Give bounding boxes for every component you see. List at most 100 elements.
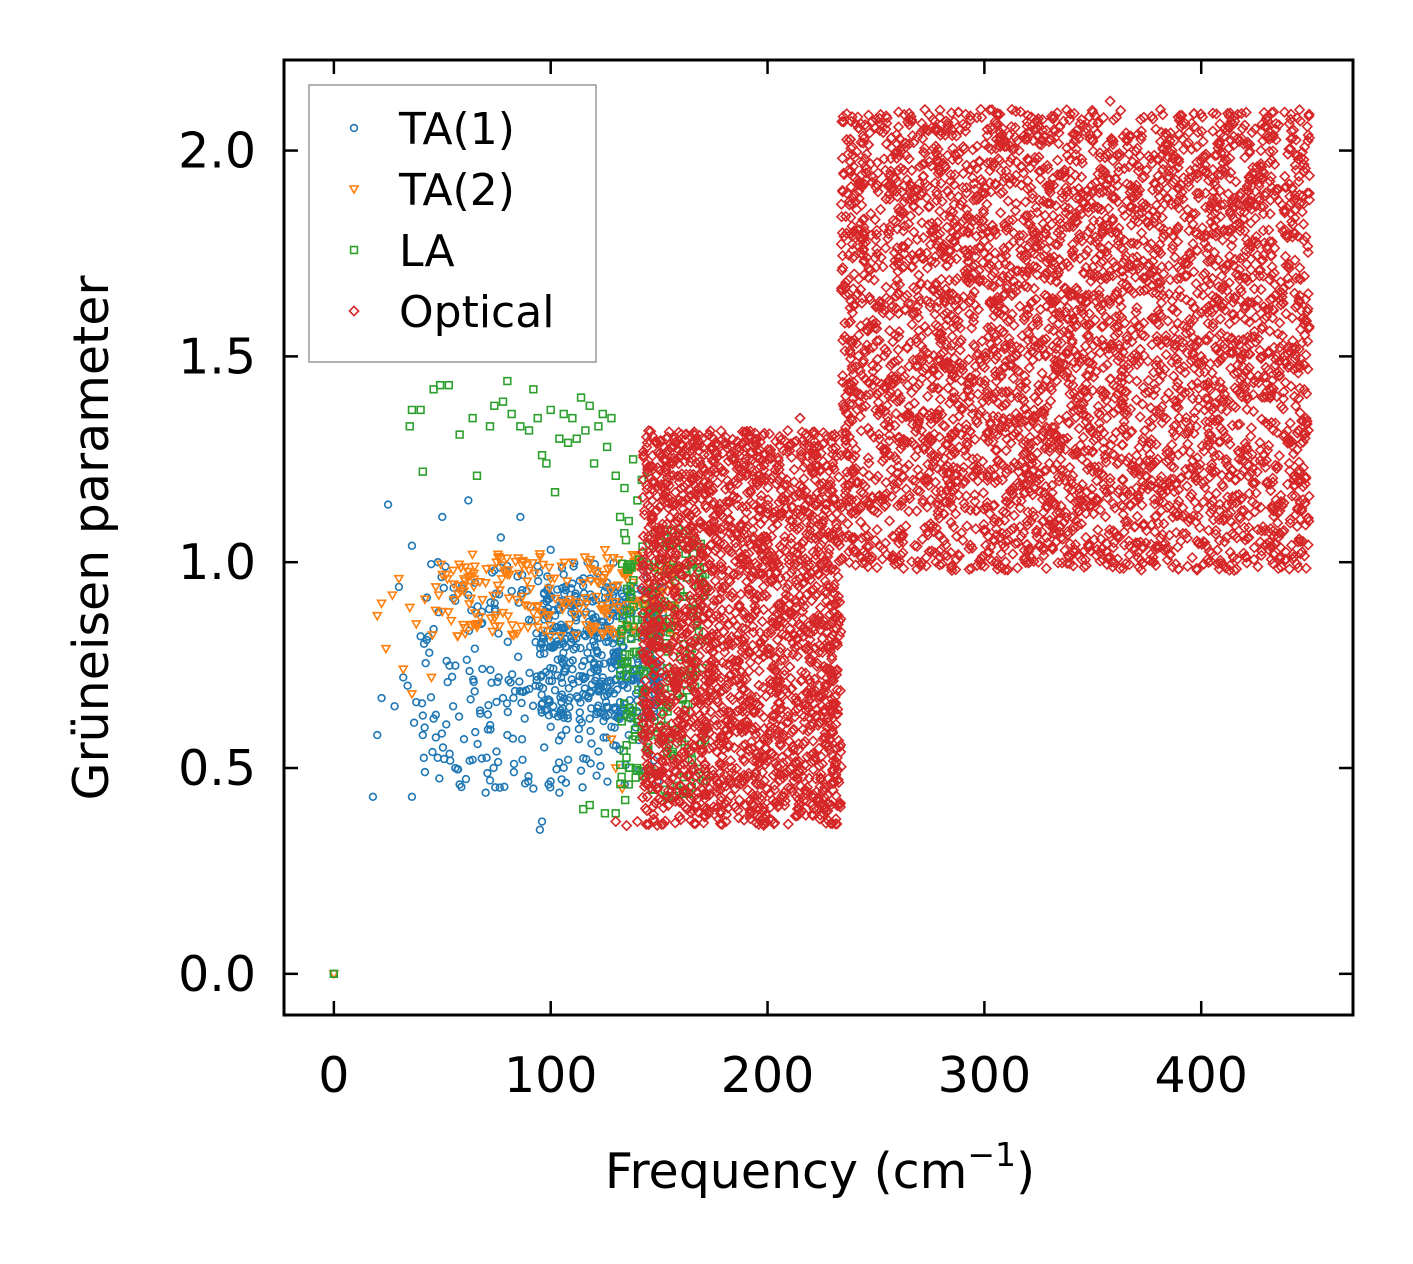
data-point xyxy=(724,669,736,682)
data-point xyxy=(606,686,615,696)
data-point xyxy=(791,790,803,803)
data-point xyxy=(418,711,427,720)
data-point xyxy=(990,523,1002,535)
data-point xyxy=(782,746,794,759)
data-point xyxy=(503,566,514,576)
data-point xyxy=(561,585,570,595)
data-point xyxy=(1044,395,1057,407)
data-point xyxy=(407,792,417,802)
data-point xyxy=(511,595,523,606)
data-point xyxy=(708,594,720,607)
data-point xyxy=(694,589,706,601)
data-point xyxy=(733,598,745,611)
data-point xyxy=(647,477,659,489)
data-point xyxy=(603,604,615,614)
data-point xyxy=(702,694,714,707)
data-point xyxy=(724,448,737,461)
data-point xyxy=(683,509,696,522)
data-point xyxy=(416,632,425,641)
data-point xyxy=(513,652,523,662)
data-point xyxy=(756,766,769,779)
data-point xyxy=(578,783,587,792)
data-point xyxy=(604,637,613,646)
data-point xyxy=(567,675,577,684)
data-point xyxy=(579,689,588,699)
data-point xyxy=(546,545,555,555)
data-point xyxy=(802,450,814,462)
data-point xyxy=(773,459,786,471)
data-point xyxy=(451,632,463,642)
data-point xyxy=(419,753,429,763)
data-point xyxy=(846,238,859,250)
data-point xyxy=(1157,163,1169,176)
data-point xyxy=(818,437,830,449)
data-point xyxy=(701,721,713,733)
data-point xyxy=(978,518,990,531)
data-point xyxy=(563,714,573,723)
data-point xyxy=(694,522,706,534)
data-point xyxy=(412,697,421,707)
data-point xyxy=(592,771,601,780)
data-point xyxy=(787,724,800,736)
data-point xyxy=(1263,145,1276,158)
data-point xyxy=(604,710,613,720)
data-point xyxy=(624,780,633,789)
data-point xyxy=(685,675,697,687)
data-point xyxy=(667,496,680,509)
data-point xyxy=(736,501,749,513)
data-point xyxy=(1207,125,1219,137)
data-point xyxy=(693,720,705,733)
data-point xyxy=(640,818,653,831)
data-point xyxy=(815,539,827,551)
data-point xyxy=(801,686,813,699)
data-point xyxy=(437,729,447,738)
data-point xyxy=(832,764,844,777)
data-point xyxy=(831,595,843,607)
data-point xyxy=(732,812,745,824)
data-point xyxy=(643,533,656,545)
data-point xyxy=(503,637,512,647)
data-point xyxy=(651,819,663,832)
data-point xyxy=(716,581,728,594)
data-point xyxy=(743,582,755,595)
data-point xyxy=(826,764,839,776)
data-point xyxy=(676,627,688,640)
data-point xyxy=(383,500,393,509)
data-point xyxy=(431,733,441,742)
data-point xyxy=(684,556,697,568)
data-point xyxy=(483,768,492,778)
data-point xyxy=(1167,370,1180,382)
data-point xyxy=(810,449,823,461)
data-point xyxy=(571,589,580,598)
data-point xyxy=(615,512,625,522)
data-point xyxy=(1157,268,1170,280)
data-point xyxy=(1181,560,1194,573)
data-point xyxy=(602,594,614,604)
data-point xyxy=(1208,374,1221,387)
data-point xyxy=(779,603,792,616)
data-point xyxy=(549,664,558,673)
data-point xyxy=(843,556,856,569)
data-point xyxy=(824,608,836,621)
data-point xyxy=(670,547,682,559)
data-point xyxy=(721,474,734,487)
data-point xyxy=(561,577,573,587)
data-point xyxy=(643,818,655,830)
data-point xyxy=(1220,259,1233,271)
data-point xyxy=(898,220,911,232)
data-point xyxy=(792,744,805,756)
data-point xyxy=(594,747,603,756)
data-point xyxy=(733,547,746,559)
data-point xyxy=(1266,293,1279,305)
data-point xyxy=(717,705,730,718)
data-point xyxy=(986,219,999,232)
data-point xyxy=(650,437,663,449)
data-point xyxy=(702,618,714,630)
data-point xyxy=(540,743,549,752)
data-point xyxy=(715,740,727,752)
data-point xyxy=(869,474,882,486)
data-point xyxy=(377,693,386,703)
data-point xyxy=(652,782,665,794)
data-point xyxy=(672,677,684,690)
data-point xyxy=(714,757,726,769)
